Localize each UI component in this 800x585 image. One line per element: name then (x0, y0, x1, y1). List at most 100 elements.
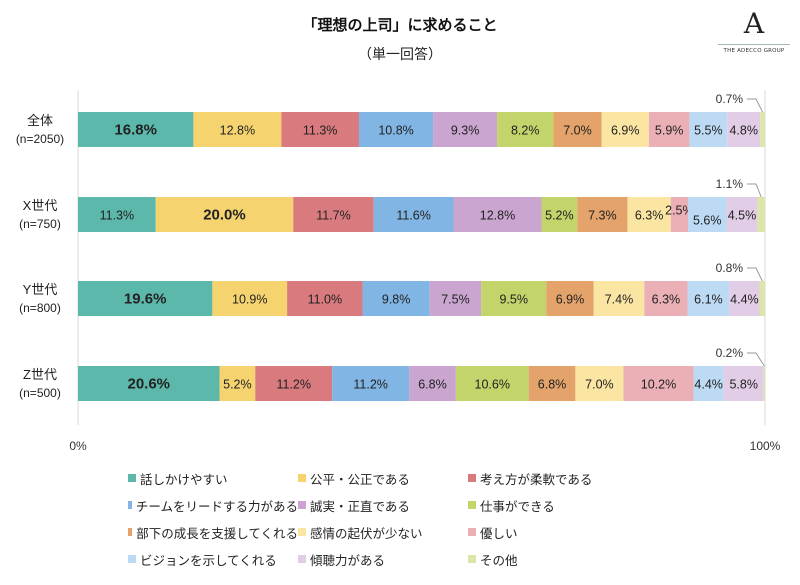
category-n-label: (n=500) (19, 386, 61, 400)
data-label: 6.3% (652, 293, 681, 307)
category-n-label: (n=750) (19, 217, 61, 231)
data-label: 6.9% (611, 124, 640, 138)
data-label: 2.5% (665, 204, 694, 218)
x-tick-label: 0% (69, 439, 87, 453)
data-label: 5.6% (693, 214, 722, 228)
category-label: Y世代 (23, 282, 58, 297)
data-label: 10.8% (378, 124, 413, 138)
data-label: 6.8% (418, 378, 447, 392)
data-label: 8.2% (511, 124, 540, 138)
bar-segment (293, 197, 374, 232)
legend-label: 誠実・正直である (310, 498, 410, 514)
data-label: 4.4% (694, 378, 723, 392)
data-label: 20.0% (203, 207, 246, 224)
data-label: 5.8% (729, 378, 758, 392)
legend-item: 感情の起伏が少ない (298, 524, 468, 541)
data-label: 6.1% (694, 293, 723, 307)
legend-label: 傾聴力がある (310, 552, 386, 568)
legend-item: 傾聴力がある (298, 551, 468, 568)
bar-segment (212, 281, 288, 316)
bar-segment (455, 366, 529, 401)
bar-segment (577, 197, 628, 232)
legend-item: 優しい (468, 524, 638, 541)
bar-segment (541, 197, 578, 232)
legend-label: 考え方が柔軟である (480, 471, 593, 487)
data-label: 10.6% (475, 378, 510, 392)
bar-segment (497, 112, 554, 147)
bar-segment (155, 197, 294, 232)
data-label: 5.2% (545, 209, 574, 223)
logo-divider (718, 44, 790, 45)
legend-swatch (298, 528, 306, 536)
bar-segment (689, 112, 728, 147)
data-label: 10.2% (641, 378, 676, 392)
bar-segment (373, 197, 454, 232)
category-label: X世代 (23, 198, 58, 213)
bar-segment (409, 366, 456, 401)
data-label: 12.8% (480, 209, 515, 223)
bar-segment (575, 366, 624, 401)
legend-swatch (128, 474, 136, 482)
bar-segment (429, 281, 482, 316)
data-label: 5.5% (694, 124, 723, 138)
bar-segment (281, 112, 359, 147)
leader-line (747, 352, 765, 367)
legend-label: チームをリードする力がある (135, 498, 298, 514)
bar-segment (627, 197, 671, 232)
data-label: 7.0% (585, 378, 614, 392)
legend-swatch (298, 501, 306, 509)
bar-segment (760, 112, 765, 147)
bar-segment (553, 112, 602, 147)
data-label: 5.2% (223, 378, 252, 392)
bar-segment (193, 112, 282, 147)
leader-line (747, 267, 763, 282)
data-label: 11.3% (100, 209, 135, 223)
legend-label: その他 (480, 552, 518, 568)
bar-segment (726, 197, 758, 232)
data-label: 9.8% (382, 293, 411, 307)
data-label: 0.8% (716, 261, 744, 275)
data-label: 4.8% (729, 124, 758, 138)
data-label: 7.5% (441, 293, 470, 307)
leader-line (747, 98, 764, 113)
data-label: 7.0% (563, 124, 592, 138)
chart-subtitle: （単一回答） (358, 47, 442, 63)
legend: 話しかけやすい 公平・公正である 考え方が柔軟である チームをリードする力がある 誠実・… (128, 470, 638, 568)
category-n-label: (n=2050) (16, 132, 64, 146)
data-label: 6.9% (556, 293, 585, 307)
bar-segment (729, 281, 760, 316)
stacked-bar-plot: 0% 100% 全体 (n=2050) 16.8% 12.8% 11.3% 10.8% 9.3%… (16, 90, 781, 453)
bar-segment (287, 281, 363, 316)
legend-item: 仕事ができる (468, 497, 638, 514)
bar-segment (727, 112, 761, 147)
bar-segment (78, 281, 213, 316)
bar-segment (593, 281, 645, 316)
legend-item: その他 (468, 551, 638, 568)
legend-swatch (468, 501, 476, 509)
bar-segment (219, 366, 256, 401)
bar-segment (362, 281, 430, 316)
legend-item: チームをリードする力がある (128, 497, 298, 514)
legend-item: ビジョンを示してくれる (128, 551, 298, 568)
data-label: 20.6% (127, 376, 170, 393)
category-n-label: (n=800) (19, 301, 61, 315)
bar-segment (687, 197, 727, 232)
data-label: 4.4% (730, 293, 759, 307)
category-label: Z世代 (23, 367, 57, 382)
bar-segment (693, 366, 724, 401)
legend-item: 部下の成長を支援してくれる (128, 524, 298, 541)
legend-label: 話しかけやすい (140, 471, 228, 487)
data-label: 9.5% (499, 293, 528, 307)
bar-segment (759, 281, 765, 316)
bar-segment (670, 197, 688, 232)
data-label: 6.3% (635, 209, 664, 223)
bar-segment (546, 281, 594, 316)
data-label: 7.4% (605, 293, 634, 307)
legend-swatch (468, 528, 476, 536)
data-label: 16.8% (114, 122, 157, 139)
data-label: 11.3% (303, 124, 338, 138)
bar-segment (358, 112, 434, 147)
adecco-logo: A THE ADECCO GROUP (718, 10, 790, 54)
legend-swatch (128, 501, 132, 509)
legend-item: 話しかけやすい (128, 470, 298, 487)
